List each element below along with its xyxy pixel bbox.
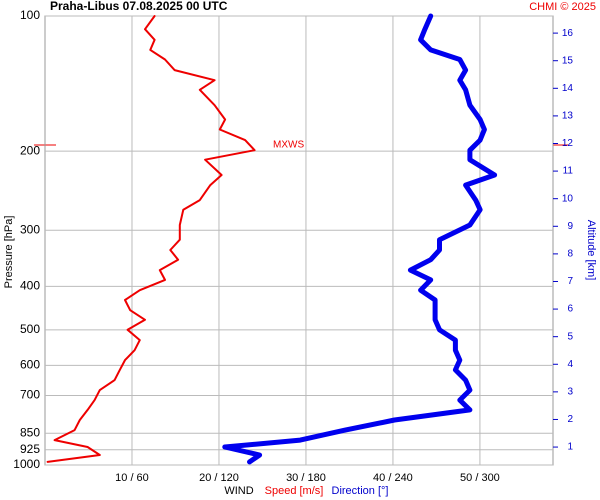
y-label: Pressure [hPa] bbox=[3, 216, 15, 289]
chart-title: Praha-Libus 07.08.2025 00 UTC bbox=[50, 0, 228, 13]
y-tick-label: 700 bbox=[20, 388, 40, 402]
y-tick-label: 600 bbox=[20, 358, 40, 372]
y2-tick-label: 11 bbox=[563, 166, 574, 177]
y-tick-label: 100 bbox=[20, 8, 40, 22]
x-tick-label: 30 / 180 bbox=[286, 472, 326, 484]
series-line bbox=[222, 13, 498, 465]
y2-tick-label: 6 bbox=[567, 304, 573, 315]
x-label-direction: Direction [°] bbox=[332, 485, 389, 497]
x-tick-label: 20 / 120 bbox=[199, 472, 239, 484]
y2-tick-label: 2 bbox=[567, 414, 573, 425]
annotation: MXWS bbox=[273, 140, 304, 151]
y-tick-label: 925 bbox=[20, 442, 40, 456]
y2-tick-label: 14 bbox=[562, 83, 574, 94]
y2-tick-label: 3 bbox=[567, 387, 573, 398]
y-tick-label: 1000 bbox=[13, 457, 40, 471]
x-tick-label: 50 / 300 bbox=[460, 472, 500, 484]
y-tick-label: 850 bbox=[20, 425, 40, 439]
y2-tick-label: 5 bbox=[567, 331, 573, 342]
y-tick-label: 400 bbox=[20, 278, 40, 292]
y2-tick-label: 15 bbox=[562, 55, 574, 66]
series-line bbox=[46, 15, 256, 463]
y2-tick-label: 8 bbox=[567, 249, 573, 260]
y2-tick-label: 1 bbox=[567, 442, 573, 453]
credit: CHMI © 2025 bbox=[529, 1, 596, 13]
y2-tick-label: 7 bbox=[567, 276, 573, 287]
x-tick-label: 40 / 240 bbox=[373, 472, 413, 484]
y2-tick-label: 13 bbox=[562, 111, 574, 122]
y2-label: Altitude [km] bbox=[585, 220, 597, 281]
y2-tick-label: 4 bbox=[567, 359, 573, 370]
y-tick-label: 200 bbox=[20, 143, 40, 157]
y2-tick-label: 12 bbox=[562, 138, 574, 149]
x-tick-label: 10 / 60 bbox=[115, 472, 149, 484]
y2-tick-label: 10 bbox=[562, 193, 574, 204]
x-label-speed: Speed [m/s] bbox=[265, 485, 324, 497]
x-label: WIND bbox=[224, 485, 253, 497]
y2-tick-label: 16 bbox=[562, 28, 574, 39]
y2-tick-label: 9 bbox=[567, 221, 573, 232]
y-tick-label: 500 bbox=[20, 322, 40, 336]
y-tick-label: 300 bbox=[20, 222, 40, 236]
